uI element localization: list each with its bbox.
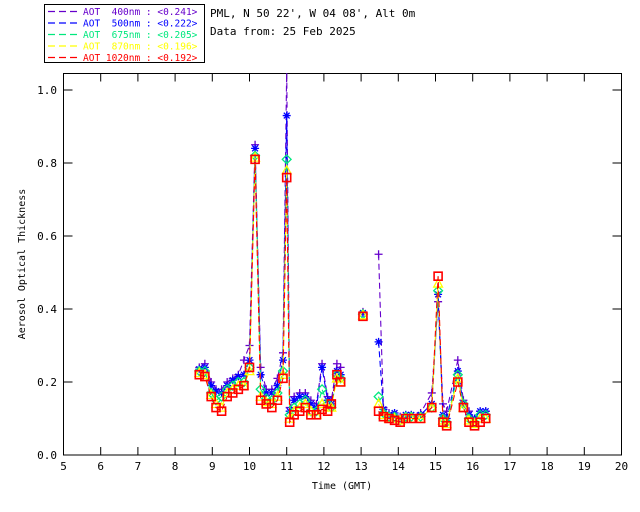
x-tick-label: 6 [97, 460, 104, 473]
x-axis-title: Time (GMT) [312, 481, 372, 492]
series-aot-1020nm [194, 154, 491, 431]
series-line [199, 159, 342, 425]
plus-markers [195, 140, 345, 412]
triangle-markers [193, 151, 347, 423]
legend-item-5: AOT 1020nm : <0.192> [48, 53, 198, 64]
legend-label: AOT 500nm : <0.222> [83, 19, 198, 30]
x-tick-label: 5 [60, 460, 67, 473]
x-tick-label: 16 [466, 460, 479, 473]
x-tick-label: 9 [209, 460, 216, 473]
y-tick-label: 1.0 [37, 84, 57, 97]
square-markers [194, 154, 346, 427]
y-axis-title: Aerosol Optical Thickness [17, 189, 28, 340]
data-series-layer [193, 73, 492, 431]
axes-ticks: 5 6 7 8 9 10 11 12 13 14 15 16 17 18 19 20 0.0 0.2 0.4 0.6 0… [37, 73, 628, 473]
series-line [199, 155, 342, 417]
data-date-text: Data from: 25 Feb 2025 [210, 25, 356, 38]
y-tick-label: 0.4 [37, 303, 57, 316]
site-location-text: PML, N 50 22', W 04 08', Alt 0m [210, 7, 416, 20]
legend: AOT 400nm : <0.241>AOT 500nm : <0.222>AO… [48, 7, 198, 64]
x-tick-label: 19 [578, 460, 591, 473]
x-tick-label: 7 [135, 460, 142, 473]
y-tick-label: 0.8 [37, 157, 57, 170]
x-tick-label: 12 [317, 460, 330, 473]
x-tick-label: 20 [615, 460, 628, 473]
x-tick-label: 14 [392, 460, 406, 473]
asterisk-markers [195, 111, 345, 416]
legend-label: AOT 870nm : <0.196> [83, 42, 198, 53]
x-tick-label: 17 [503, 460, 516, 473]
legend-label: AOT 400nm : <0.241> [83, 7, 198, 18]
legend-item-4: AOT 870nm : <0.196> [48, 42, 198, 53]
triangle-markers [357, 309, 369, 320]
x-tick-label: 13 [354, 460, 367, 473]
x-tick-label: 15 [429, 460, 442, 473]
legend-item-3: AOT 675nm : <0.205> [48, 30, 198, 41]
x-tick-label: 18 [540, 460, 553, 473]
series-line [198, 73, 342, 408]
plot-area-frame [63, 73, 622, 456]
x-tick-label: 10 [243, 460, 256, 473]
series-aot-400nm [195, 73, 490, 423]
square-markers [358, 311, 368, 322]
x-tick-label: 11 [280, 460, 293, 473]
legend-item-1: AOT 400nm : <0.241> [48, 7, 198, 18]
y-tick-label: 0.2 [37, 376, 57, 389]
legend-box [44, 4, 205, 63]
x-tick-label: 8 [172, 460, 179, 473]
legend-label: AOT 1020nm : <0.192> [83, 53, 198, 64]
legend-label: AOT 675nm : <0.205> [83, 30, 198, 41]
diamond-markers [193, 150, 346, 421]
square-markers [373, 271, 491, 431]
y-tick-label: 0.6 [37, 230, 57, 243]
legend-item-2: AOT 500nm : <0.222> [48, 19, 198, 30]
y-tick-label: 0.0 [37, 449, 57, 462]
